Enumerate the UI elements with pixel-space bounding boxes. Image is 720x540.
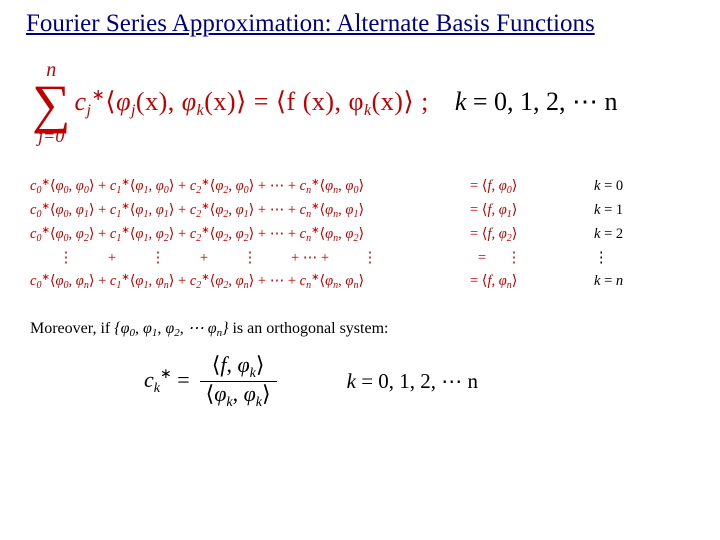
page-title: Fourier Series Approximation: Alternate … xyxy=(26,10,696,38)
coef-numerator: ⟨f, φk⟩ xyxy=(206,353,271,381)
coef-lhs: ck∗ = xyxy=(144,366,190,397)
system-row-rhs: = ⟨f, φ2⟩ xyxy=(470,223,550,247)
system-row-lhs: c0∗⟨φ0, φn⟩ + c1∗⟨φ1, φn⟩ + c2∗⟨φ2, φn⟩ … xyxy=(30,270,470,294)
inner-comma: , xyxy=(168,87,182,116)
system-row-lhs: c0∗⟨φ0, φ2⟩ + c1∗⟨φ1, φ2⟩ + c2∗⟨φ2, φ2⟩ … xyxy=(30,223,470,247)
system-row-k: k = k = 00 xyxy=(594,175,694,198)
expanded-system: c0∗⟨φ0, φ0⟩ + c1∗⟨φ1, φ0⟩ + c2∗⟨φ2, φ0⟩ … xyxy=(30,175,696,294)
system-row-lhs: c0∗⟨φ0, φ0⟩ + c1∗⟨φ1, φ0⟩ + c2∗⟨φ2, φ0⟩ … xyxy=(30,175,470,199)
bracket-open-icon: ⟨ xyxy=(105,87,116,116)
coef-condition: k = 0, 1, 2, ⋯ n xyxy=(347,369,478,394)
brace-open-icon: { xyxy=(114,320,120,337)
coef-cond-vals: 0, 1, 2, ⋯ n xyxy=(378,369,478,393)
system-row-lhs: c0∗⟨φ0, φ1⟩ + c1∗⟨φ1, φ1⟩ + c2∗⟨φ2, φ1⟩ … xyxy=(30,199,470,223)
bracket-close-icon: ⟩ xyxy=(236,87,247,116)
phi1-var: (x) xyxy=(136,87,168,116)
semicolon: ; xyxy=(414,87,429,116)
system-row: c0∗⟨φ0, φ0⟩ + c1∗⟨φ1, φ0⟩ + c2∗⟨φ2, φ0⟩ … xyxy=(30,175,696,199)
rhs-close: (x)⟩ xyxy=(372,87,414,116)
orthogonal-condition-text: Moreover, if {φ0, φ1, φ2, ⋯ φn} is an or… xyxy=(30,318,696,339)
den-phi1: φ xyxy=(214,381,226,406)
coef-sub: k xyxy=(154,381,160,396)
summation-symbol: n ∑ j=0 xyxy=(32,60,71,145)
phi2-var: (x) xyxy=(204,87,236,116)
main-equation-body: cj∗⟨φj(x), φk(x)⟩ = ⟨f (x), φk(x)⟩ ; xyxy=(75,85,429,120)
num-close: ⟩ xyxy=(256,352,265,377)
rhs-phi-sub: k xyxy=(364,102,372,119)
den-open: ⟨ xyxy=(206,381,215,406)
set-ellipsis: , ⋯ xyxy=(180,320,208,337)
coef-cond-var: k xyxy=(347,369,356,393)
coef-cond-eq: = xyxy=(356,369,378,393)
coef-sup: ∗ xyxy=(160,367,172,382)
den-sep: , xyxy=(233,381,244,406)
system-row-k: k = 2 xyxy=(594,223,694,246)
system-row-k: k = n xyxy=(594,270,694,293)
coef-eq: = xyxy=(172,367,190,392)
slide-page: Fourier Series Approximation: Alternate … xyxy=(0,0,720,540)
system-row: c0∗⟨φ0, φn⟩ + c1∗⟨φ1, φn⟩ + c2∗⟨φ2, φn⟩ … xyxy=(30,270,696,294)
system-vdots-rhs: =⋮ xyxy=(470,247,550,270)
coef-fraction: ⟨f, φk⟩ ⟨φk, φk⟩ xyxy=(200,353,277,411)
coef-denominator: ⟨φk, φk⟩ xyxy=(200,382,277,410)
sum-lower-limit: j=0 xyxy=(38,127,64,145)
basis-set: {φ0, φ1, φ2, ⋯ φn} xyxy=(114,320,228,337)
system-vdots-k: ⋮ xyxy=(594,247,694,270)
coef-sub: j xyxy=(87,102,92,119)
den-phi2: φ xyxy=(244,381,256,406)
cond-var: k xyxy=(455,87,467,116)
coef-sym: c xyxy=(144,367,154,392)
num-sep: , xyxy=(226,352,237,377)
system-row: c0∗⟨φ0, φ2⟩ + c1∗⟨φ1, φ2⟩ + c2∗⟨φ2, φ2⟩ … xyxy=(30,223,696,247)
main-equation: n ∑ j=0 cj∗⟨φj(x), φk(x)⟩ = ⟨f (x), φk(x… xyxy=(32,60,696,145)
cond-vals: 0, 1, 2, ⋯ n xyxy=(494,87,618,116)
system-row-rhs: = ⟨f, φn⟩ xyxy=(470,270,550,294)
system-row-rhs: = ⟨f, φ1⟩ xyxy=(470,199,550,223)
system-row-rhs: = ⟨f, φ0⟩ xyxy=(470,175,550,199)
rhs-open: ⟨f (x), φ xyxy=(276,87,364,116)
coef-sup: ∗ xyxy=(92,87,106,104)
moreover-suffix: is an orthogonal system: xyxy=(228,320,388,337)
moreover-prefix: Moreover, if xyxy=(30,320,114,337)
coefficient-formula: ck∗ = ⟨f, φk⟩ ⟨φk, φk⟩ k = 0, 1, 2, ⋯ n xyxy=(144,353,696,411)
system-vdots-lhs: ⋮+⋮+⋮+ ⋯ +⋮ xyxy=(30,247,470,270)
system-row-k: k = 1 xyxy=(594,199,694,222)
coef-sym: c xyxy=(75,87,87,116)
main-equation-condition: k = 0, 1, 2, ⋯ n xyxy=(455,87,618,117)
num-phi: φ xyxy=(237,352,249,377)
system-row-vdots: ⋮+⋮+⋮+ ⋯ +⋮ =⋮ ⋮ xyxy=(30,247,696,270)
phi1: φ xyxy=(116,87,131,116)
system-row: c0∗⟨φ0, φ1⟩ + c1∗⟨φ1, φ1⟩ + c2∗⟨φ2, φ1⟩ … xyxy=(30,199,696,223)
sigma-icon: ∑ xyxy=(32,80,71,129)
cond-eq: = xyxy=(466,87,494,116)
den-close: ⟩ xyxy=(262,381,271,406)
equals: = xyxy=(247,87,276,116)
phi2: φ xyxy=(182,87,197,116)
